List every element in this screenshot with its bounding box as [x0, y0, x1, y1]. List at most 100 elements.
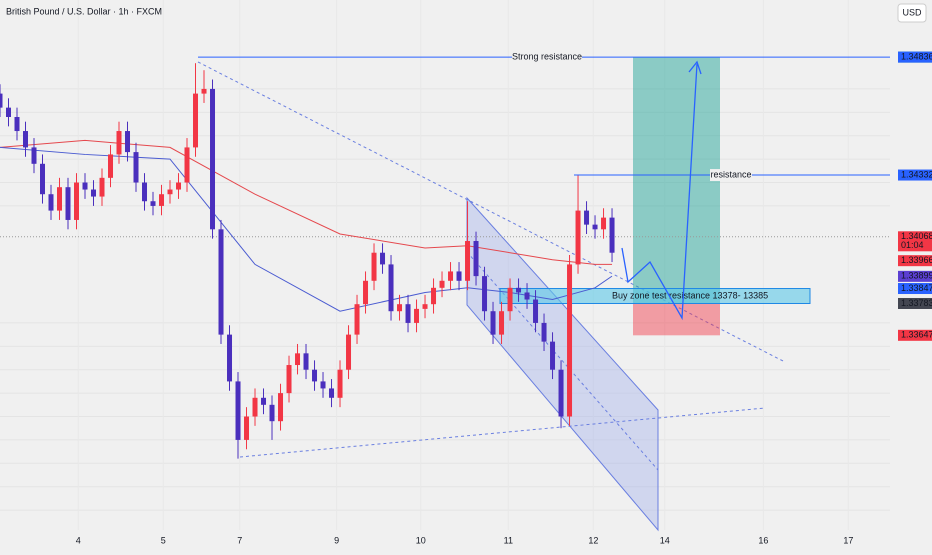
- candle-body: [346, 334, 352, 370]
- candle-body: [167, 189, 173, 195]
- candle-body: [40, 163, 46, 195]
- candle-body: [150, 201, 156, 206]
- price-tag: [898, 270, 932, 282]
- resistance-label: resistance: [710, 169, 751, 179]
- x-tick-label: 10: [416, 535, 426, 545]
- candle-body: [295, 353, 301, 366]
- candle-body: [82, 182, 88, 190]
- moving-average: [0, 139, 613, 265]
- arrow-head: [688, 60, 702, 75]
- candle-body: [584, 210, 590, 225]
- candle-body: [405, 304, 411, 323]
- candle-body: [490, 311, 496, 335]
- candle-body: [363, 280, 369, 305]
- x-tick-label: 5: [161, 535, 166, 545]
- x-tick-label: 17: [843, 535, 853, 545]
- candle-body: [269, 404, 275, 422]
- price-tag-label: 1.34332: [901, 169, 932, 179]
- candle-body: [524, 292, 530, 300]
- x-tick-label: 12: [588, 535, 598, 545]
- candles: [0, 63, 615, 459]
- trend-line: [239, 407, 766, 458]
- price-tag-label: 1.33966: [901, 255, 932, 265]
- candle-body: [159, 194, 165, 206]
- candle-body: [320, 381, 326, 389]
- candle-body: [465, 241, 471, 281]
- price-tag: [898, 329, 932, 341]
- candle-body: [235, 381, 241, 440]
- candle-body: [218, 229, 224, 335]
- candle-body: [414, 308, 420, 323]
- candle-body: [31, 147, 37, 164]
- candle-body: [533, 299, 539, 323]
- x-tick-label: 7: [237, 535, 242, 545]
- candle-body: [252, 397, 258, 417]
- candle-body: [303, 353, 309, 370]
- candle-body: [312, 369, 318, 382]
- target-zone: [633, 57, 720, 304]
- candle-body: [541, 322, 547, 342]
- countdown: 01:04: [901, 240, 924, 250]
- candle-body: [371, 252, 377, 281]
- candle-body: [48, 194, 54, 211]
- x-tick-label: 4: [76, 535, 81, 545]
- currency: USD: [902, 7, 922, 17]
- price-tag-label: 1.33899: [901, 271, 932, 281]
- buy-zone-label: Buy zone test resistance 13378- 13385: [612, 290, 768, 300]
- candle-body: [448, 271, 454, 281]
- price-tag: [898, 231, 932, 252]
- candle-body: [422, 304, 428, 309]
- price-tag: [898, 51, 932, 63]
- candle-body: [278, 393, 284, 422]
- candle-body: [6, 107, 12, 117]
- candle-body: [516, 287, 522, 293]
- trade-boxes: Buy zone test resistance 13378- 13385 Str…: [0, 51, 890, 336]
- projection-arrow: [621, 63, 698, 321]
- label-bg: [710, 169, 752, 182]
- strong-resistance-label: Strong resistance: [512, 51, 582, 61]
- candle-body: [65, 187, 71, 220]
- candle-body: [567, 264, 573, 417]
- candle-body: [609, 217, 615, 253]
- price-tag-label: 1.34068: [901, 231, 932, 241]
- price-tag: [898, 283, 932, 295]
- price-tag: [898, 297, 932, 309]
- candle-body: [210, 88, 216, 230]
- currency-button[interactable]: [897, 3, 927, 23]
- candle-body: [482, 276, 488, 312]
- candle-body: [380, 252, 386, 265]
- chart-title: British Pound / U.S. Dollar · 1h · FXCM: [6, 6, 162, 16]
- x-tick-label: 14: [660, 535, 670, 545]
- candle-body: [558, 369, 564, 417]
- candle-body: [337, 369, 343, 398]
- candle-body: [14, 116, 20, 132]
- candle-body: [184, 147, 190, 183]
- trend-line: [197, 61, 786, 363]
- candle-body: [261, 397, 267, 405]
- candle-body: [507, 287, 513, 312]
- price-tag: [898, 255, 932, 267]
- candle-body: [473, 241, 479, 277]
- price-tag-label: 1.33847: [901, 283, 932, 293]
- candle-body: [201, 88, 207, 94]
- price-tag-label: 1.33783: [901, 298, 932, 308]
- candle-body: [286, 365, 292, 394]
- candle-body: [91, 189, 97, 197]
- candle-body: [74, 182, 80, 220]
- candle-body: [439, 280, 445, 288]
- x-tick-label: 11: [504, 535, 513, 545]
- candle-body: [431, 287, 437, 305]
- x-tick-label: 16: [758, 535, 768, 545]
- candle-body: [329, 388, 335, 398]
- candle-body: [354, 304, 360, 335]
- candle-body: [550, 341, 556, 370]
- candle-body: [125, 131, 131, 153]
- candle-body: [57, 187, 63, 211]
- candle-body: [388, 264, 394, 312]
- candle-body: [23, 131, 29, 148]
- price-tag-label: 1.34836: [901, 51, 932, 61]
- candle-body: [133, 152, 139, 183]
- candle-body: [116, 131, 122, 155]
